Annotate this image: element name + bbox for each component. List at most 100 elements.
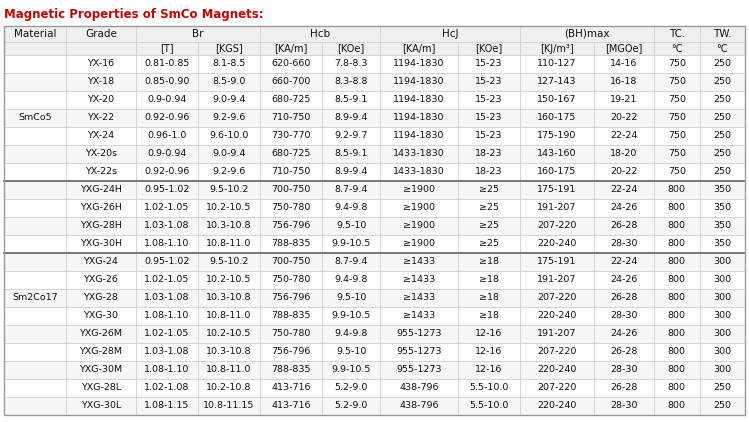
Bar (700, 181, 745, 199)
Bar (136, 361, 198, 379)
Text: [T]: [T] (160, 43, 174, 54)
Bar (4, 289, 66, 307)
Text: 15-23: 15-23 (475, 114, 503, 122)
Text: 710-750: 710-750 (272, 168, 311, 176)
Text: 26-28: 26-28 (610, 384, 638, 392)
Text: YXG-28: YXG-28 (84, 293, 118, 303)
Bar (136, 217, 198, 235)
Text: 620-660: 620-660 (272, 60, 311, 68)
Text: Sm2Co17: Sm2Co17 (12, 293, 58, 303)
Bar (136, 127, 198, 145)
Text: 955-1273: 955-1273 (396, 347, 442, 357)
Text: TW.: TW. (713, 29, 732, 39)
Bar (594, 127, 654, 145)
Text: 413-716: 413-716 (272, 384, 311, 392)
Bar (198, 379, 260, 397)
Bar (66, 253, 136, 271)
Bar (322, 55, 380, 73)
Bar (594, 55, 654, 73)
Bar (654, 109, 700, 127)
Text: 350: 350 (713, 222, 731, 230)
Bar (198, 271, 260, 289)
Text: 175-191: 175-191 (537, 186, 577, 195)
Bar (136, 55, 198, 73)
Bar (700, 26, 745, 42)
Text: 143-160: 143-160 (537, 149, 577, 159)
Bar (322, 163, 380, 181)
Text: 750: 750 (668, 95, 686, 105)
Bar (380, 271, 458, 289)
Bar (700, 145, 745, 163)
Text: YXG-30L: YXG-30L (81, 401, 121, 411)
Text: 750: 750 (668, 78, 686, 87)
Bar (198, 217, 260, 235)
Text: 191-207: 191-207 (537, 276, 577, 284)
Bar (458, 235, 520, 253)
Text: 28-30: 28-30 (610, 401, 638, 411)
Text: 700-750: 700-750 (272, 186, 311, 195)
Text: 20-22: 20-22 (610, 114, 638, 122)
Text: Material: Material (14, 29, 56, 39)
Text: 700-750: 700-750 (272, 257, 311, 267)
Bar (594, 271, 654, 289)
Bar (198, 307, 260, 325)
Bar (458, 271, 520, 289)
Bar (260, 181, 322, 199)
Text: 15-23: 15-23 (475, 60, 503, 68)
Text: YX-22s: YX-22s (85, 168, 117, 176)
Bar (66, 325, 136, 343)
Bar (136, 307, 198, 325)
Text: [KA/m]: [KA/m] (275, 43, 308, 54)
Bar (260, 379, 322, 397)
Bar (654, 91, 700, 109)
Text: 1194-1830: 1194-1830 (393, 60, 445, 68)
Bar (520, 289, 594, 307)
Text: 300: 300 (713, 347, 731, 357)
Bar (322, 397, 380, 415)
Text: ≥18: ≥18 (479, 257, 499, 267)
Text: 191-207: 191-207 (537, 330, 577, 338)
Bar (700, 379, 745, 397)
Text: 15-23: 15-23 (475, 95, 503, 105)
Text: 12-16: 12-16 (475, 347, 503, 357)
Bar (700, 127, 745, 145)
Bar (198, 73, 260, 91)
Text: 350: 350 (713, 203, 731, 213)
Bar (520, 73, 594, 91)
Text: ≥1900: ≥1900 (403, 240, 434, 249)
Text: ≥1433: ≥1433 (403, 293, 435, 303)
Text: 220-240: 220-240 (537, 365, 577, 374)
Text: 160-175: 160-175 (537, 114, 577, 122)
Text: 0.95-1.02: 0.95-1.02 (144, 186, 189, 195)
Bar (594, 343, 654, 361)
Bar (458, 181, 520, 199)
Text: 800: 800 (668, 293, 686, 303)
Text: 800: 800 (668, 330, 686, 338)
Bar (136, 343, 198, 361)
Bar (198, 42, 260, 55)
Bar (4, 55, 66, 73)
Bar (520, 109, 594, 127)
Text: 207-220: 207-220 (537, 384, 577, 392)
Text: YX-20: YX-20 (88, 95, 115, 105)
Bar (700, 307, 745, 325)
Bar (700, 253, 745, 271)
Text: YX-16: YX-16 (88, 60, 115, 68)
Bar (520, 379, 594, 397)
Text: 207-220: 207-220 (537, 293, 577, 303)
Bar (654, 199, 700, 217)
Bar (260, 397, 322, 415)
Text: 955-1273: 955-1273 (396, 330, 442, 338)
Bar (136, 26, 260, 42)
Bar (66, 26, 136, 42)
Text: 9.5-10.2: 9.5-10.2 (210, 257, 249, 267)
Bar (458, 361, 520, 379)
Bar (654, 163, 700, 181)
Text: 750: 750 (668, 60, 686, 68)
Text: 300: 300 (713, 330, 731, 338)
Text: ≥1900: ≥1900 (403, 186, 434, 195)
Bar (594, 109, 654, 127)
Bar (700, 163, 745, 181)
Text: 127-143: 127-143 (537, 78, 577, 87)
Bar (520, 397, 594, 415)
